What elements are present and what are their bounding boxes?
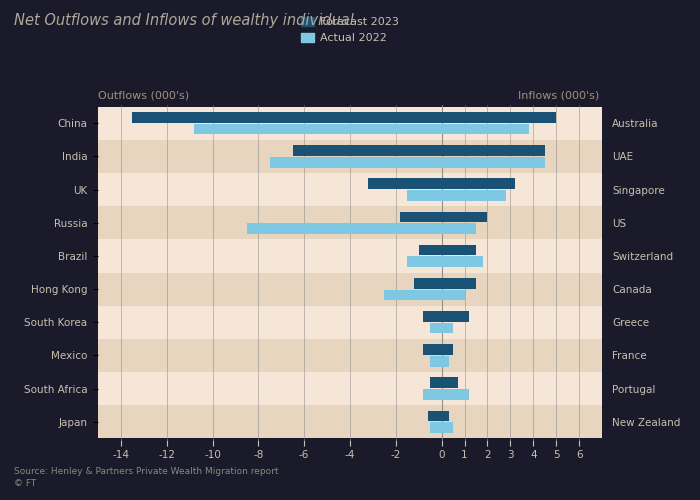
Bar [430,422,442,433]
Bar [419,245,442,256]
Bar [442,223,476,234]
Bar [368,178,442,189]
Bar [442,389,469,400]
Bar [414,278,442,288]
Bar [442,245,476,256]
Bar [430,378,442,388]
Bar [442,278,476,288]
Bar [442,256,483,267]
Bar [442,212,487,222]
Bar [293,146,442,156]
Bar [442,124,528,134]
Bar [430,356,442,366]
Text: Inflows (000's): Inflows (000's) [519,90,600,100]
Bar [247,223,442,234]
Bar [430,323,442,334]
Bar [442,157,545,168]
Bar [194,124,442,134]
Bar [270,157,442,168]
Bar [442,422,453,433]
Bar [98,339,602,372]
Bar [442,190,506,200]
Bar [98,240,602,272]
Bar [98,405,602,438]
Bar [442,344,453,355]
Bar [407,190,442,200]
Text: Net Outflows and Inflows of wealthy individual: Net Outflows and Inflows of wealthy indi… [14,12,354,28]
Text: Outflows (000's): Outflows (000's) [98,90,189,100]
Bar [442,178,515,189]
Bar [442,356,449,366]
Bar [384,290,442,300]
Bar [98,173,602,206]
Bar [98,306,602,339]
Text: Source: Henley & Partners Private Wealth Migration report
© FT: Source: Henley & Partners Private Wealth… [14,466,279,487]
Bar [98,272,602,306]
Bar [98,206,602,240]
Bar [442,290,465,300]
Bar [442,112,556,122]
Bar [98,140,602,173]
Bar [442,410,449,422]
Bar [424,389,442,400]
Bar [442,311,469,322]
Bar [98,106,602,140]
Bar [424,311,442,322]
Bar [428,410,442,422]
Bar [442,146,545,156]
Bar [98,372,602,405]
Bar [132,112,442,122]
Bar [442,378,458,388]
Bar [407,256,442,267]
Bar [400,212,442,222]
Legend: Forecast 2023, Actual 2022: Forecast 2023, Actual 2022 [301,17,399,43]
Bar [424,344,442,355]
Bar [442,323,453,334]
